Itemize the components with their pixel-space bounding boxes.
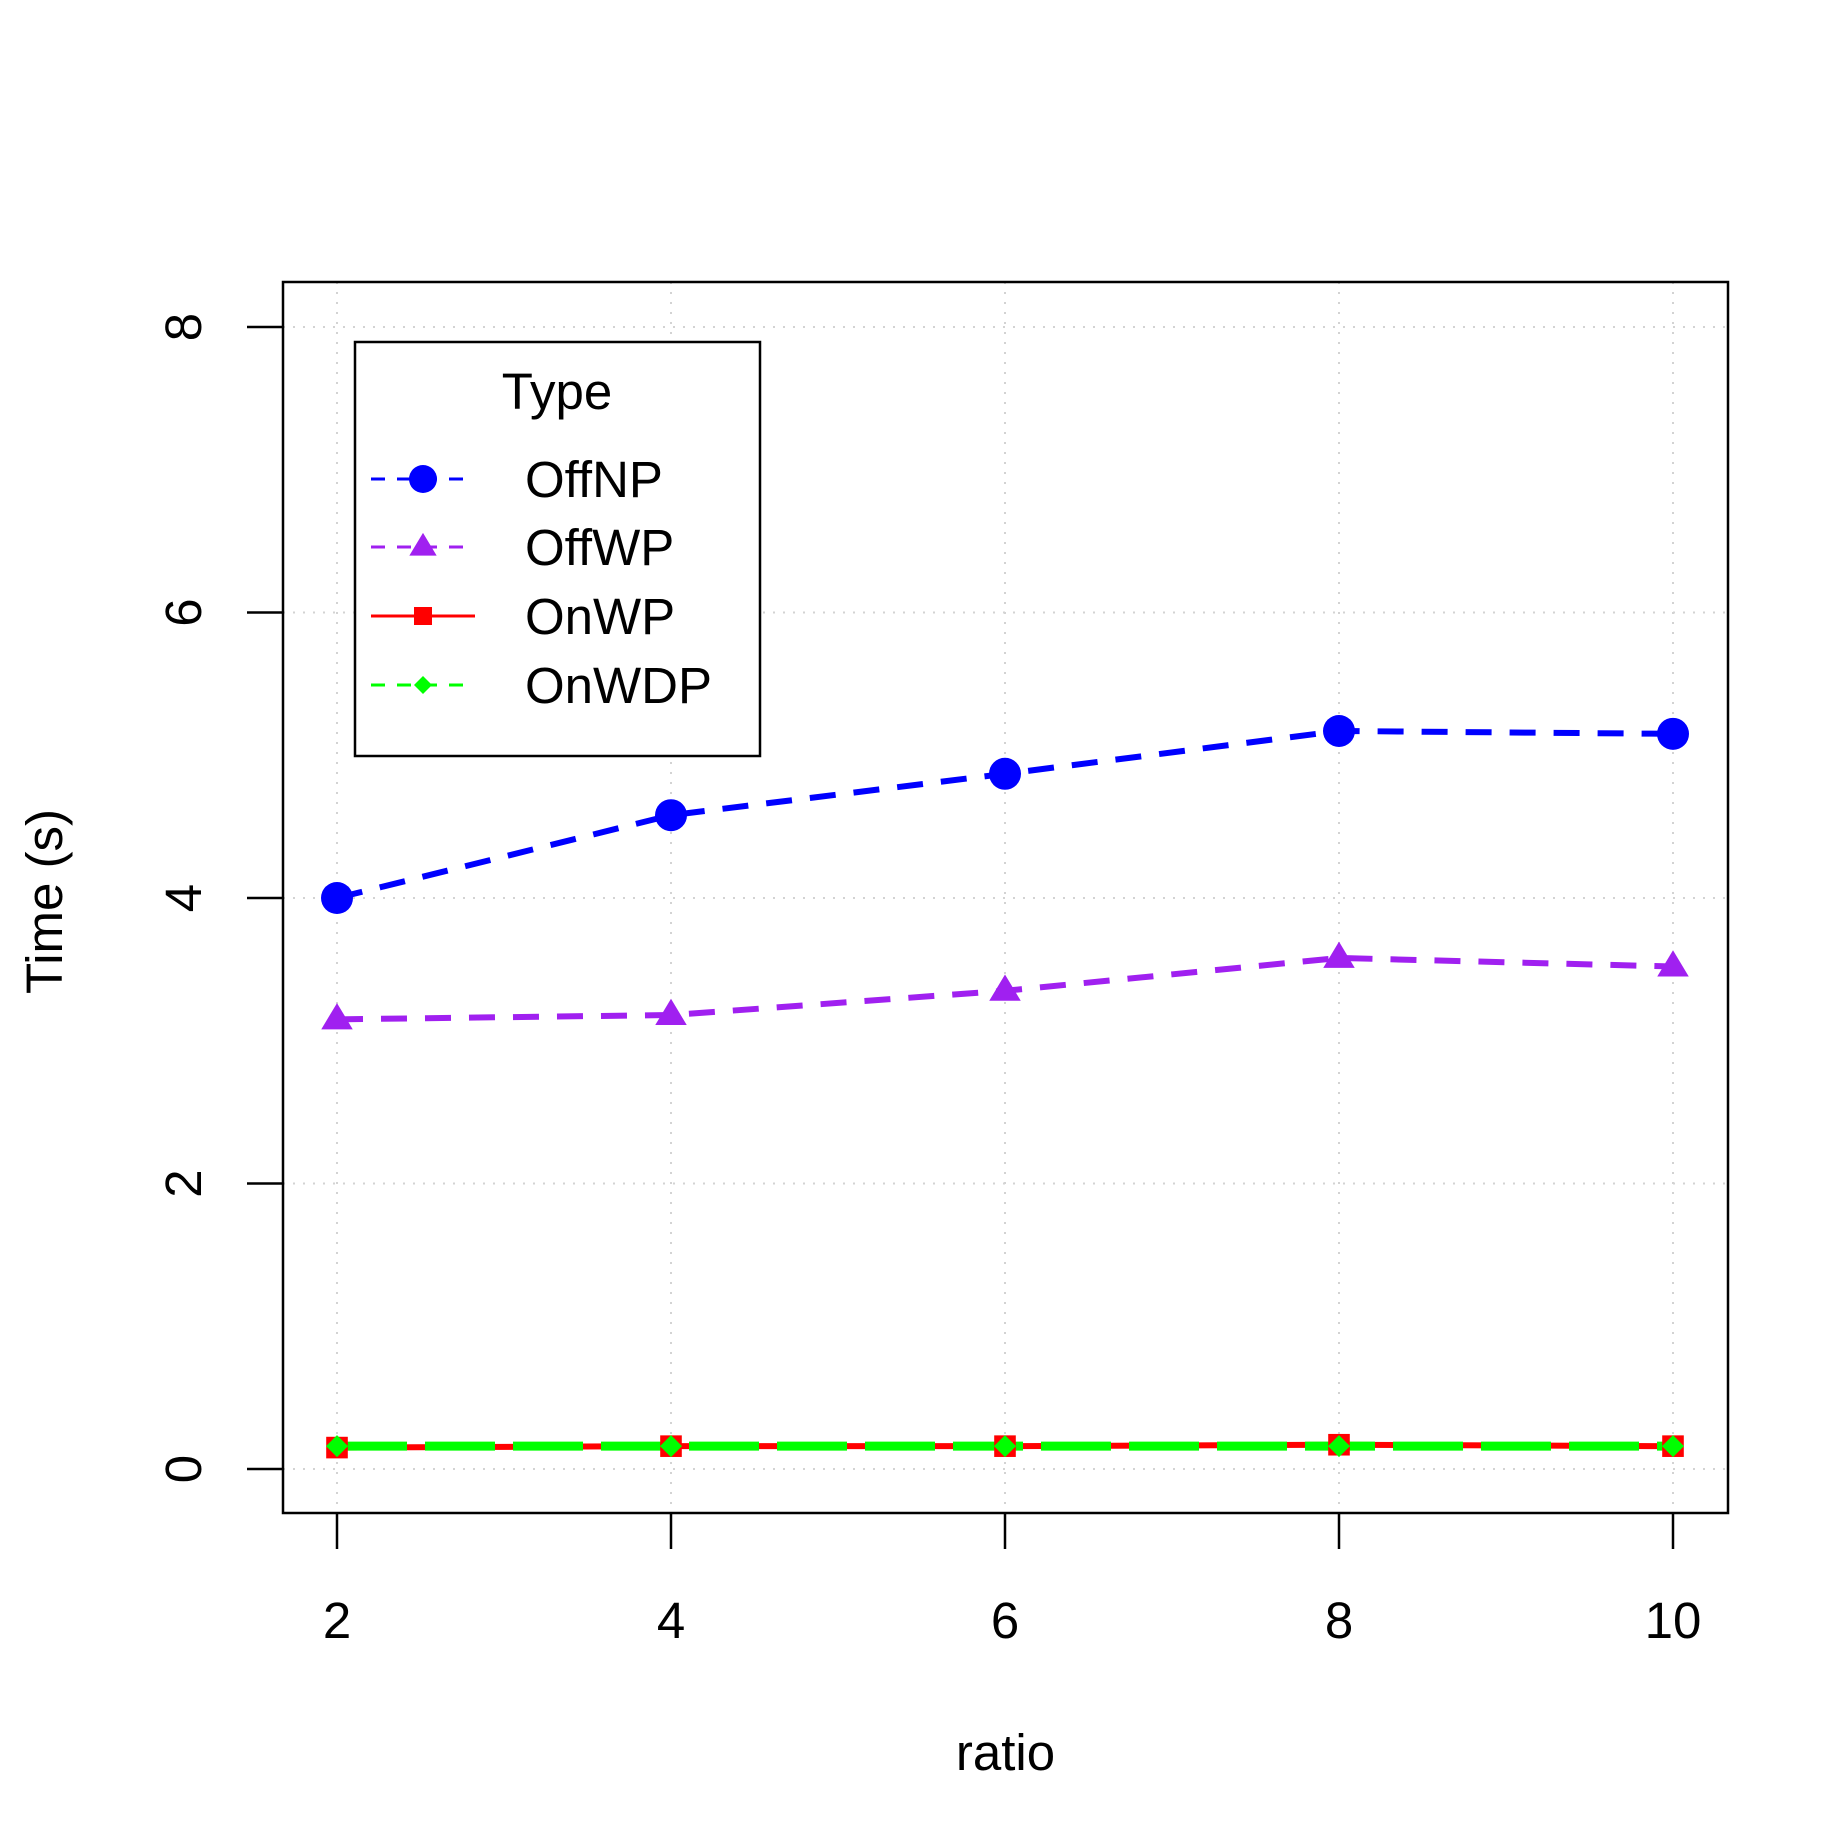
legend-item-onwdp: OnWDP: [371, 657, 712, 714]
data-point-offnp: [1323, 714, 1355, 747]
legend-label: OnWP: [525, 588, 675, 645]
data-point-offnp: [655, 799, 687, 832]
y-axis-label: Time (s): [16, 809, 73, 994]
legend-label: OffNP: [525, 451, 663, 508]
legend-marker: [414, 676, 432, 694]
legend-item-offnp: OffNP: [371, 451, 663, 508]
series-markers: [321, 714, 1689, 1459]
x-axis: 2 4 6 8 10: [323, 1513, 1702, 1649]
y-tick-label: 6: [155, 598, 212, 626]
x-tick-label: 10: [1645, 1592, 1702, 1649]
data-point-onwdp: [994, 1435, 1016, 1458]
data-point-offwp: [989, 974, 1021, 1001]
y-tick-label: 8: [155, 313, 212, 341]
y-tick-label: 4: [155, 884, 212, 912]
legend-label: OffWP: [525, 519, 674, 576]
data-point-offwp: [655, 998, 687, 1026]
legend-marker: [414, 607, 432, 625]
data-point-onwdp: [1662, 1435, 1684, 1458]
x-tick-label: 2: [323, 1592, 351, 1649]
y-axis: 0 2 4 6 8: [155, 313, 283, 1483]
x-axis-label: ratio: [956, 1724, 1055, 1781]
x-tick-label: 8: [1325, 1592, 1353, 1649]
data-point-onwdp: [1328, 1435, 1350, 1458]
data-point-offnp: [321, 882, 353, 914]
data-point-offwp: [1657, 950, 1689, 977]
legend-items: OffNP OffWP OnWP OnWDP: [371, 451, 712, 714]
series-lines: [336, 727, 1674, 1451]
data-point-offwp: [1323, 941, 1355, 968]
data-point-onwdp: [326, 1435, 348, 1458]
y-tick-label: 2: [155, 1169, 212, 1197]
legend-label: OnWDP: [525, 657, 712, 714]
data-point-offwp: [321, 1003, 353, 1030]
legend-marker: [409, 532, 437, 556]
y-tick-label: 0: [155, 1455, 212, 1483]
x-tick-label: 4: [657, 1592, 685, 1649]
legend-item-onwp: OnWP: [371, 588, 675, 645]
data-point-offnp: [1657, 717, 1689, 750]
legend-item-offwp: OffWP: [371, 519, 674, 576]
legend-marker: [409, 465, 437, 493]
data-point-onwdp: [660, 1435, 682, 1458]
legend: Type OffNP OffWP OnWP OnWDP: [353, 340, 762, 758]
data-point-offnp: [989, 757, 1021, 790]
x-tick-label: 6: [991, 1592, 1019, 1649]
legend-title: Type: [502, 363, 613, 420]
